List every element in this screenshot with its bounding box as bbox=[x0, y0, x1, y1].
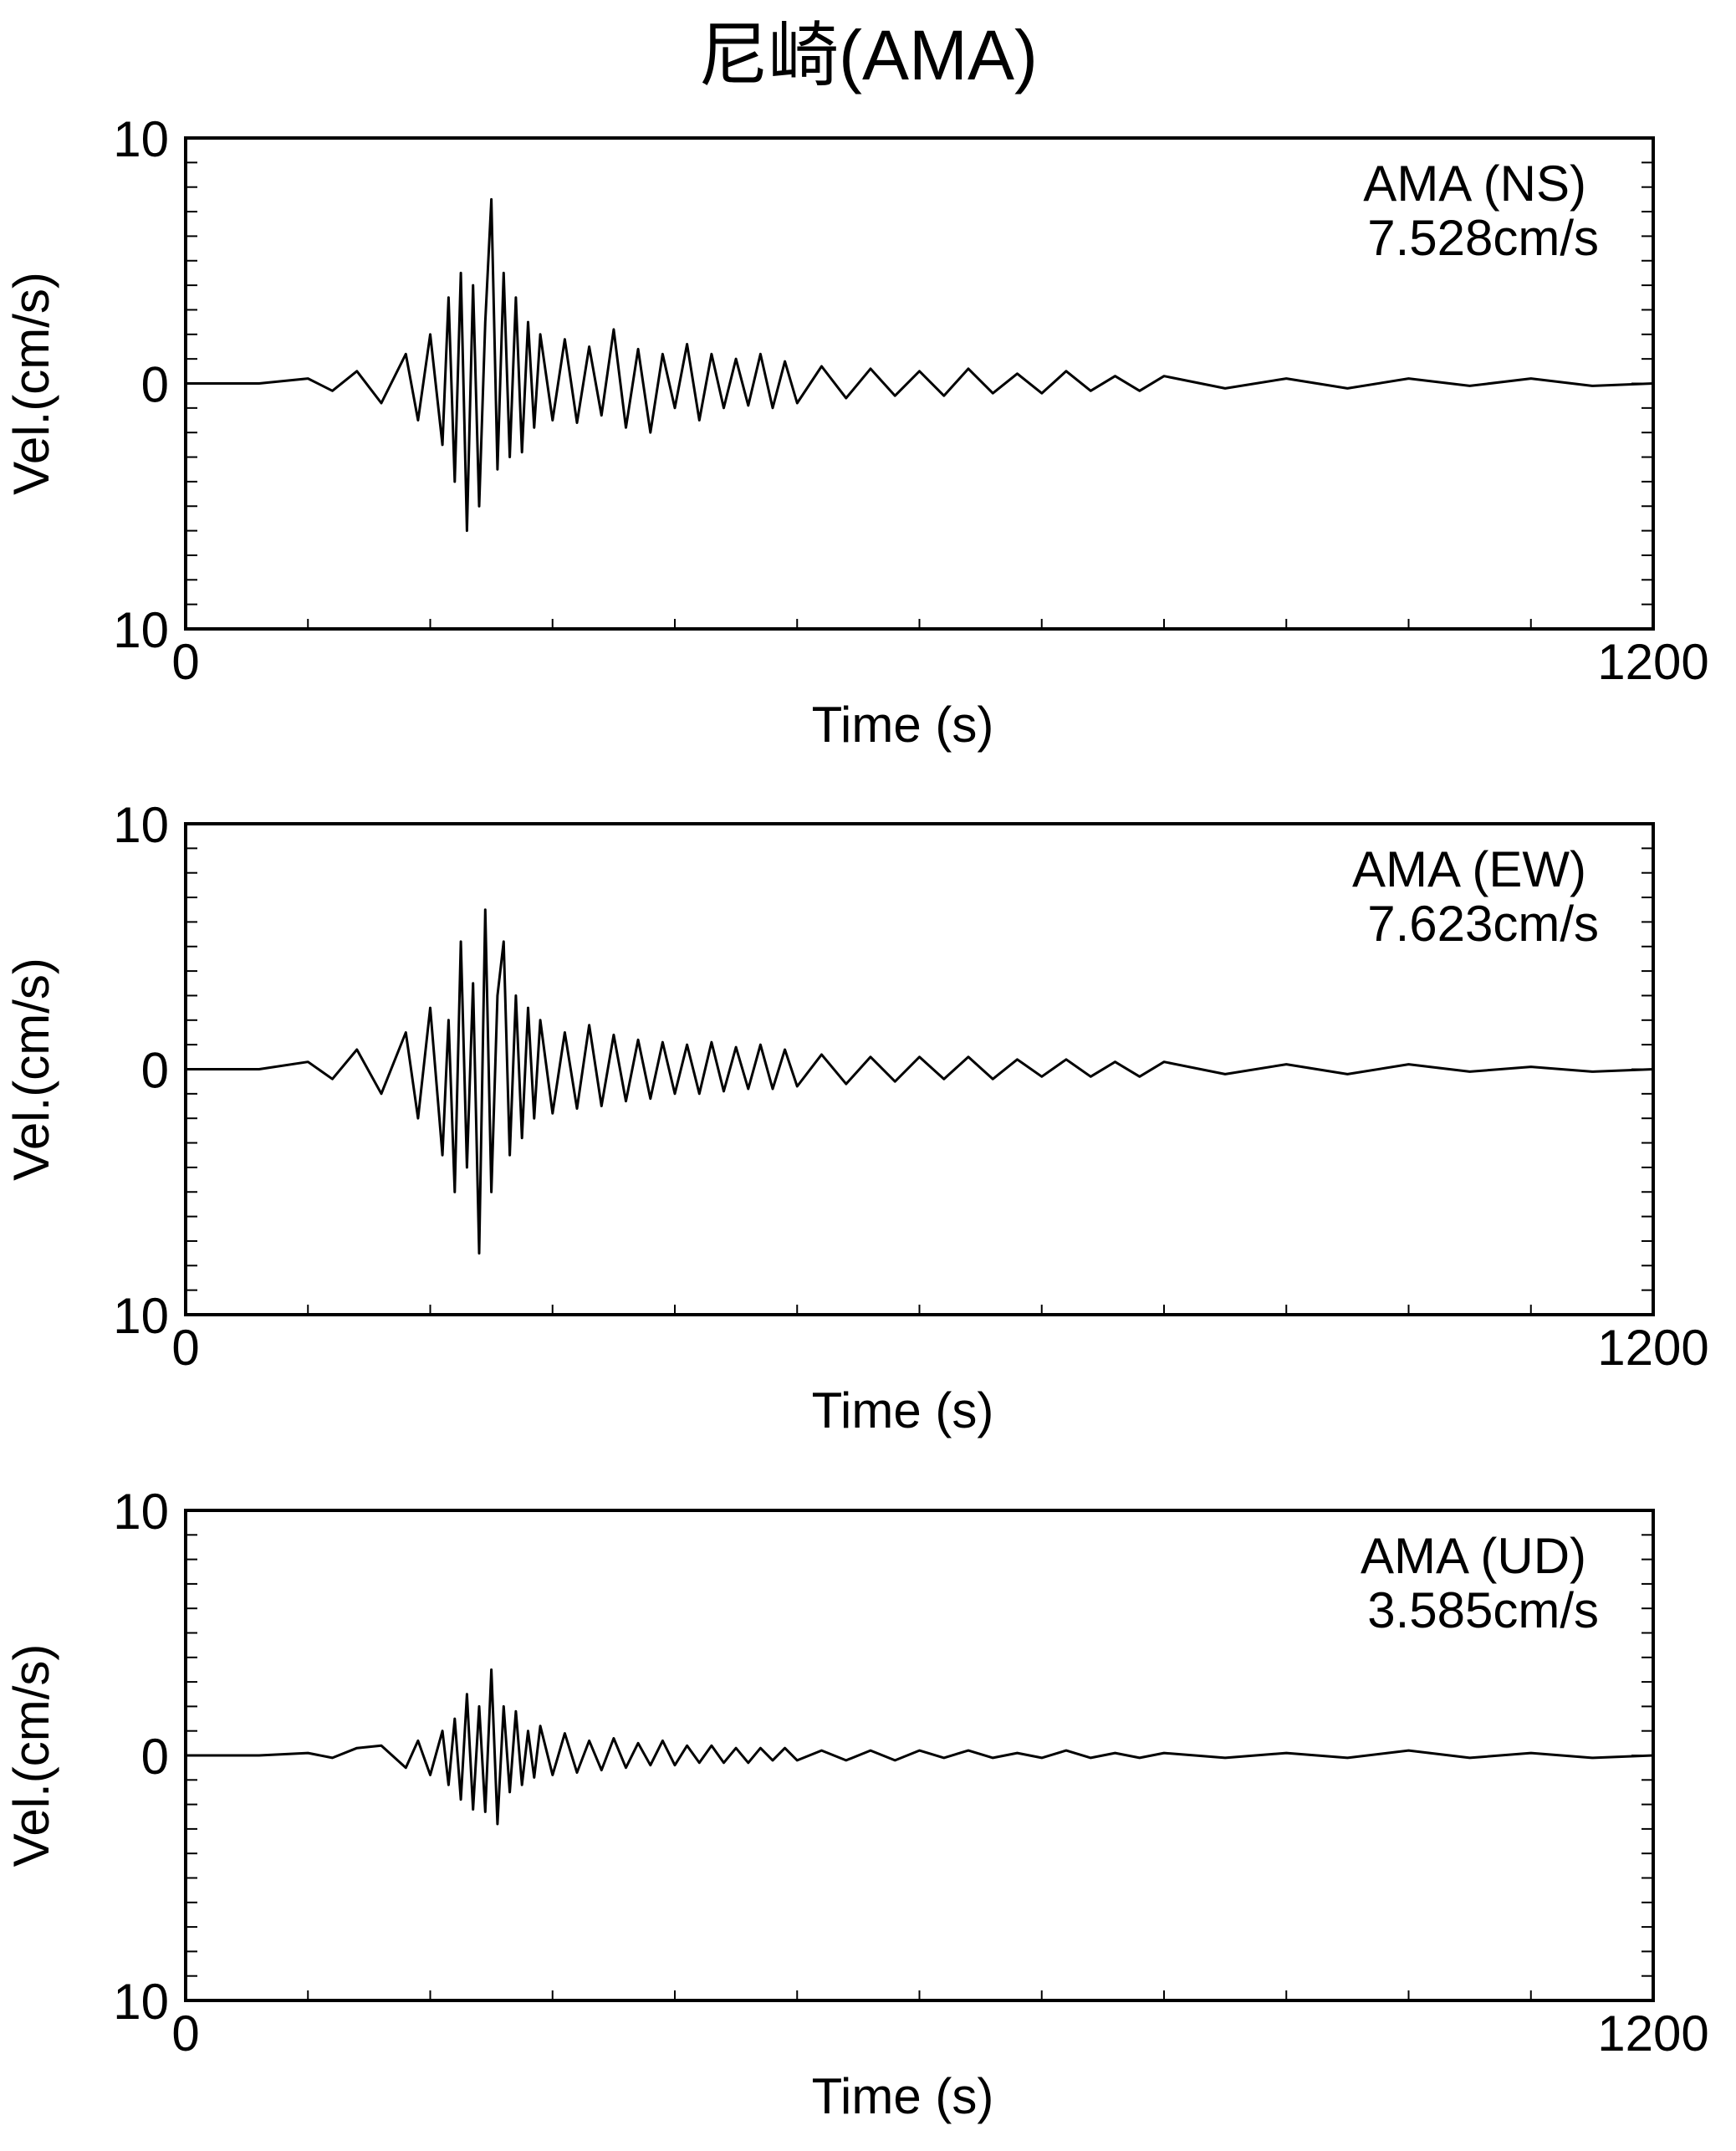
y-axis-label: Vel.(cm/s) bbox=[3, 958, 59, 1181]
y-tick-label: 0 bbox=[141, 357, 169, 413]
x-tick-label: 1200 bbox=[1597, 1320, 1708, 1376]
peak-velocity-label: 3.585cm/s bbox=[1367, 1582, 1599, 1638]
y-tick-label: 10 bbox=[113, 797, 169, 853]
component-label: AMA (NS) bbox=[1363, 156, 1586, 212]
figure-title: 尼崎(AMA) bbox=[698, 16, 1038, 95]
y-tick-label: 10 bbox=[113, 602, 169, 658]
y-tick-label: 0 bbox=[141, 1729, 169, 1785]
peak-velocity-label: 7.623cm/s bbox=[1367, 896, 1599, 952]
component-label: AMA (UD) bbox=[1361, 1528, 1586, 1584]
y-tick-label: 10 bbox=[113, 1288, 169, 1344]
component-label: AMA (EW) bbox=[1352, 841, 1586, 897]
x-tick-label: 0 bbox=[171, 634, 199, 690]
x-tick-label: 1200 bbox=[1597, 2005, 1708, 2062]
y-axis-label: Vel.(cm/s) bbox=[3, 272, 59, 495]
x-axis-label: Time (s) bbox=[812, 1382, 994, 1438]
y-tick-label: 0 bbox=[141, 1043, 169, 1099]
x-tick-label: 1200 bbox=[1597, 634, 1708, 690]
peak-velocity-label: 7.528cm/s bbox=[1367, 210, 1599, 266]
x-axis-label: Time (s) bbox=[812, 2068, 994, 2124]
y-tick-label: 10 bbox=[113, 1974, 169, 2030]
velocity-waveform bbox=[186, 197, 1654, 533]
velocity-waveform bbox=[186, 1668, 1654, 1826]
y-tick-label: 10 bbox=[113, 111, 169, 167]
y-axis-label: Vel.(cm/s) bbox=[3, 1644, 59, 1867]
x-tick-label: 0 bbox=[171, 2005, 199, 2062]
velocity-waveform bbox=[186, 908, 1654, 1255]
x-tick-label: 0 bbox=[171, 1320, 199, 1376]
y-tick-label: 10 bbox=[113, 1484, 169, 1540]
x-axis-label: Time (s) bbox=[812, 697, 994, 753]
